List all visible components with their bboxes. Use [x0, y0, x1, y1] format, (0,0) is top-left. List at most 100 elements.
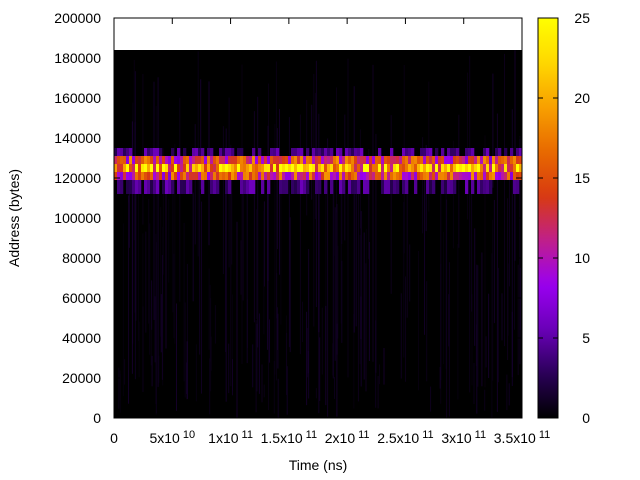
heatmap-cell	[417, 156, 421, 164]
heatmap-cell	[123, 148, 127, 156]
heatmap-cell	[159, 172, 163, 180]
heatmap-cell	[210, 172, 214, 180]
heatmap-cell	[216, 180, 220, 194]
heatmap-cell	[354, 156, 358, 164]
heatmap-cell	[381, 180, 385, 194]
heatmap-cell	[171, 164, 175, 172]
heatmap-cell	[492, 172, 496, 180]
heatmap-cell	[516, 172, 520, 180]
heatmap-cell	[132, 164, 136, 172]
heatmap-streak	[375, 133, 377, 373]
heatmap-cell	[336, 148, 340, 156]
heatmap-cell	[414, 180, 418, 194]
heatmap-cell	[183, 156, 187, 164]
heatmap-cell	[330, 148, 334, 156]
heatmap-cell	[339, 180, 343, 194]
heatmap-cell	[330, 164, 334, 172]
heatmap-cell	[456, 156, 460, 164]
heatmap-streak	[406, 178, 408, 318]
heatmap-streak	[228, 343, 230, 394]
heatmap-streak	[430, 386, 432, 412]
heatmap-streak	[311, 104, 313, 200]
heatmap-cell	[240, 148, 244, 156]
heatmap-cell	[141, 164, 145, 172]
heatmap-cell	[435, 172, 439, 180]
heatmap-streak	[286, 366, 288, 415]
heatmap-cell	[291, 156, 295, 164]
heatmap-cell	[186, 164, 190, 172]
heatmap-cell	[150, 172, 154, 180]
heatmap-cell	[453, 164, 457, 172]
heatmap-cell	[390, 180, 394, 194]
heatmap-cell	[381, 164, 385, 172]
heatmap-streak	[214, 305, 216, 344]
heatmap-cell	[189, 156, 193, 164]
heatmap-cell	[195, 172, 199, 180]
y-tick-label: 20000	[62, 370, 101, 386]
heatmap-cell	[159, 164, 163, 172]
heatmap-cell	[285, 156, 289, 164]
heatmap-cell	[477, 164, 481, 172]
x-tick-label: 1.5x10 11	[261, 429, 317, 446]
heatmap-streak	[255, 320, 257, 413]
heatmap-cell	[501, 164, 505, 172]
heatmap-cell	[495, 148, 499, 156]
heatmap-cell	[150, 164, 154, 172]
heatmap-streak	[186, 263, 188, 399]
heatmap-cell	[183, 148, 187, 156]
heatmap-streak	[258, 313, 260, 394]
heatmap-cell	[135, 180, 139, 194]
heatmap-cell	[492, 164, 496, 172]
heatmap-cell	[129, 172, 133, 180]
x-tick-label: 3.5x10 11	[494, 429, 550, 446]
heatmap-cell	[126, 180, 130, 194]
heatmap-cell	[483, 172, 487, 180]
heatmap-streak	[340, 150, 342, 324]
heatmap-cell	[312, 172, 316, 180]
heatmap-streak	[299, 114, 301, 355]
heatmap-cell	[426, 156, 430, 164]
heatmap-streak	[377, 376, 379, 409]
heatmap-cell	[204, 164, 208, 172]
heatmap-cell	[489, 172, 493, 180]
heatmap-streak	[124, 359, 126, 385]
heatmap-cell	[498, 172, 502, 180]
heatmap-streak	[176, 303, 177, 411]
heatmap-cell	[450, 148, 454, 156]
heatmap-cell	[357, 156, 361, 164]
heatmap-streak	[428, 81, 430, 212]
band-hot-core	[114, 164, 523, 172]
heatmap-cell	[498, 148, 502, 156]
heatmap-cell	[447, 148, 451, 156]
heatmap-streak	[491, 253, 493, 418]
heatmap-streak	[131, 121, 133, 374]
heatmap-cell	[357, 172, 361, 180]
heatmap-streak	[334, 377, 335, 399]
heatmap-cell	[165, 172, 169, 180]
heatmap-cell	[240, 164, 244, 172]
plot-area	[114, 50, 523, 418]
heatmap-cell	[138, 156, 142, 164]
heatmap-streak	[200, 79, 202, 190]
heatmap-streak	[390, 115, 392, 294]
heatmap-streak	[154, 296, 156, 363]
heatmap-streak	[210, 297, 212, 392]
heatmap-streak	[493, 200, 495, 324]
heatmap-cell	[429, 172, 433, 180]
heatmap-streak	[353, 86, 355, 333]
y-tick-label: 180000	[54, 50, 101, 66]
heatmap-cell	[168, 180, 172, 194]
heatmap-cell	[303, 180, 307, 194]
heatmap-cell	[300, 172, 304, 180]
heatmap-cell	[468, 156, 472, 164]
heatmap-cell	[351, 180, 355, 194]
heatmap-cell	[177, 180, 181, 194]
heatmap-cell	[294, 148, 298, 156]
heatmap-bands	[114, 148, 523, 194]
heatmap-cell	[402, 172, 406, 180]
heatmap-streak	[440, 182, 442, 404]
heatmap-cell	[231, 164, 235, 172]
heatmap-cell	[450, 156, 454, 164]
heatmap-cell	[279, 172, 283, 180]
heatmap-streak	[150, 307, 152, 366]
